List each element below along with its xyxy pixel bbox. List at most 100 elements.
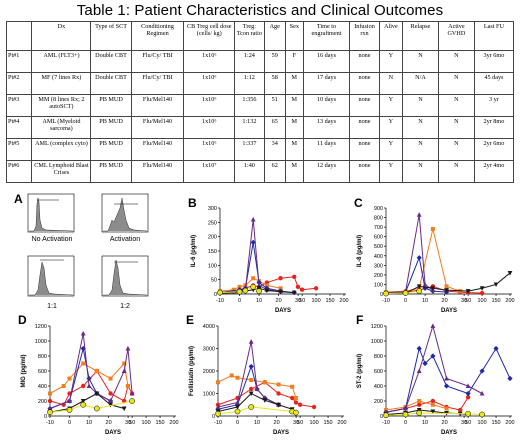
data-point xyxy=(121,406,127,412)
y-tick-label: 200 xyxy=(38,399,47,405)
data-point xyxy=(293,409,299,416)
data-point xyxy=(422,281,428,287)
table-cell: N xyxy=(402,138,439,161)
data-point xyxy=(293,400,299,405)
y-axis-label: Follistatin (pg/ml) xyxy=(189,346,195,396)
x-tick-label: 0 xyxy=(404,420,407,426)
panel-f-letter: F xyxy=(356,313,364,327)
series-line xyxy=(49,400,133,413)
table-cell: MF (7 lines Rx) xyxy=(31,72,92,95)
table-cell: M xyxy=(284,160,304,183)
data-point xyxy=(254,386,260,391)
x-tick-label: 200 xyxy=(505,298,514,304)
y-tick-label: 2000 xyxy=(203,369,215,375)
table-cell: Flu/Cy/ TBI xyxy=(130,50,185,73)
table-cell: 1x10⁶ xyxy=(183,72,236,95)
data-point xyxy=(264,288,270,294)
y-tick-label: 1000 xyxy=(35,339,47,345)
data-point xyxy=(417,402,422,407)
table-row: Pt#5 AML (complex cyto) PB MUD Flu/Mel140 1x… xyxy=(5,138,515,161)
data-point xyxy=(237,284,242,289)
data-point xyxy=(242,287,249,294)
table-cell: PB MUD xyxy=(90,160,132,183)
data-point xyxy=(86,383,92,388)
x-tick-label: 20 xyxy=(442,298,448,304)
data-point xyxy=(278,289,283,295)
y-tick-label: 600 xyxy=(374,369,383,375)
data-point xyxy=(479,411,485,418)
data-point xyxy=(66,407,73,413)
table-cell: N/A xyxy=(402,72,439,95)
data-point xyxy=(61,384,66,388)
data-point xyxy=(81,361,86,366)
data-point xyxy=(108,391,113,396)
data-point xyxy=(47,398,53,404)
data-point xyxy=(430,353,436,359)
x-tick-label: -10 xyxy=(382,420,390,426)
data-point xyxy=(430,323,436,328)
data-point xyxy=(249,378,254,382)
data-point xyxy=(80,399,86,404)
data-point xyxy=(290,395,295,401)
x-tick-label: 20 xyxy=(442,420,448,426)
panel-b-letter: B xyxy=(188,196,197,210)
y-tick-label: 1200 xyxy=(371,324,383,330)
y-tick-label: 100 xyxy=(374,282,383,288)
table-cell: Y xyxy=(378,138,404,161)
y-axis-label: ST-2 (pg/ml) xyxy=(357,354,363,388)
x-tick-label: 100 xyxy=(477,420,486,426)
y-tick-label: 4000 xyxy=(203,324,215,330)
data-point xyxy=(94,369,99,373)
data-point xyxy=(430,402,435,407)
series-line xyxy=(217,392,293,412)
table-header-cell: Treg: Tcon ratio xyxy=(234,21,265,51)
y-tick-label: 100 xyxy=(208,263,217,269)
y-tick-label: 800 xyxy=(374,354,383,360)
table-cell: 2yr 8mo xyxy=(473,116,515,139)
y-tick-label: 3000 xyxy=(203,347,215,353)
table-cell: none xyxy=(349,160,380,183)
y-tick-label: 1200 xyxy=(35,324,47,330)
x-tick-label: -10 xyxy=(214,420,222,426)
table-header-cell: Sex xyxy=(284,21,304,51)
hist-label-1-1: 1:1 xyxy=(47,303,57,310)
table-cell: N xyxy=(437,72,475,95)
y-tick-label: 600 xyxy=(38,369,47,375)
x-tick-label: 0 xyxy=(236,420,239,426)
data-point xyxy=(125,384,130,388)
data-point xyxy=(276,391,281,396)
x-tick-label: 150 xyxy=(325,298,334,304)
y-tick-label: 400 xyxy=(38,384,47,390)
table-cell: N xyxy=(437,138,475,161)
y-tick-label: 500 xyxy=(374,244,383,250)
data-point xyxy=(479,290,485,296)
x-tick-label: 10 xyxy=(256,298,262,304)
x-tick-label: 30 xyxy=(125,420,131,426)
table-cell: 11 days xyxy=(302,138,351,161)
table-cell: Y xyxy=(378,50,404,73)
y-tick-label: 250 xyxy=(208,220,217,226)
table-header-cell: Time to engraftment xyxy=(302,21,351,51)
data-point xyxy=(262,380,267,385)
x-tick-label: 10 xyxy=(254,420,260,426)
table-cell: N xyxy=(437,94,475,117)
data-point xyxy=(67,376,72,381)
x-tick-label: 30 xyxy=(293,420,299,426)
x-tick-label: 20 xyxy=(106,420,112,426)
table-cell: MM (8 lines Rx; 2 autoSCT) xyxy=(31,94,92,117)
table-cell: 1x10⁶ xyxy=(183,50,236,73)
data-point xyxy=(507,375,513,382)
table-cell: M xyxy=(284,94,304,117)
data-point xyxy=(416,255,422,261)
table-header-cell: Last FU xyxy=(473,21,515,51)
data-point xyxy=(465,410,471,417)
panel-c-letter: C xyxy=(354,196,363,210)
y-tick-label: 0 xyxy=(214,292,217,298)
x-tick-label: 20 xyxy=(276,298,282,304)
data-point xyxy=(264,283,269,288)
data-point xyxy=(256,288,262,294)
patient-id-cell: Pt#1 xyxy=(5,50,33,73)
data-point xyxy=(416,345,422,352)
data-point xyxy=(235,405,240,410)
table-cell: 3yr 6mo xyxy=(473,50,515,73)
